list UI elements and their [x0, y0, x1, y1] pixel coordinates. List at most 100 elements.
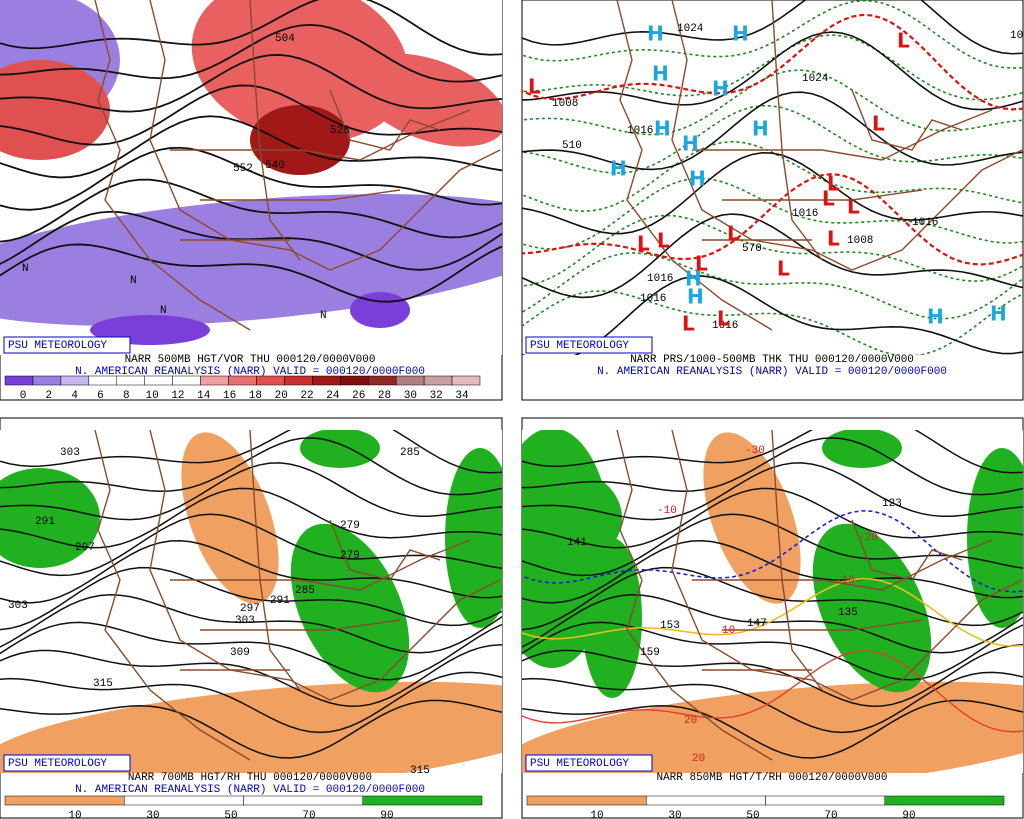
contour-line: [522, 152, 1023, 235]
boundary-line: [671, 0, 1023, 271]
colorbar-segment: [172, 375, 201, 386]
colorbar-segment: [340, 375, 369, 386]
contour-label: 291: [35, 516, 55, 528]
contour-label: 510: [562, 140, 582, 152]
contour-line: [0, 513, 502, 577]
credit-box: [3, 754, 131, 772]
contour-line: [522, 172, 1023, 266]
contour-line: [522, 252, 1023, 320]
contour-label: -10: [657, 505, 677, 517]
colorbar-segment: [4, 795, 125, 806]
low-marker: L: [717, 307, 730, 331]
contour-label: 1008: [552, 98, 578, 110]
contour-label: 159: [640, 647, 660, 659]
colorbar-segment: [4, 375, 34, 386]
colorbar-label: 20: [275, 390, 288, 402]
high-marker: H: [687, 285, 704, 309]
contour-label: 20: [692, 753, 705, 765]
contour-line: [0, 539, 502, 604]
boundary-line: [692, 109, 993, 161]
contour-label: 291: [270, 595, 290, 607]
low-marker: L: [822, 187, 835, 211]
contour-line: [0, 210, 502, 271]
contour-label: 147: [747, 618, 767, 630]
colorbar-label: 8: [123, 390, 130, 402]
caption: N. AMERICAN REANALYSIS (NARR) VALID = 00…: [75, 784, 425, 796]
colorbar-label: 10: [590, 810, 603, 819]
panel-text: 3032912973033033093152792792852912973152…: [3, 447, 483, 819]
boundary-line: [249, 430, 301, 691]
high-marker: H: [990, 302, 1007, 326]
low-marker: L: [827, 172, 840, 196]
pressure-field: [522, 0, 1023, 355]
colorbar-segment: [284, 375, 313, 386]
contour-label: N: [130, 275, 137, 287]
colorbar-label: 18: [249, 390, 262, 402]
boundary-line: [170, 539, 471, 591]
contour-line: [0, 178, 502, 243]
contour-line: [0, 644, 502, 708]
contour-label: 315: [410, 765, 430, 777]
contour-line: [522, 644, 1023, 708]
high-marker: H: [685, 267, 702, 291]
contour-label: 285: [400, 447, 420, 459]
credit: PSU METEOROLOGY: [8, 340, 107, 352]
contour-label: 285: [295, 585, 315, 597]
contour-line: [522, 699, 1023, 759]
colorbar-segment: [395, 375, 425, 386]
field-blob: [181, 432, 279, 604]
colorbar-label: 50: [746, 810, 759, 819]
field-blob: [300, 430, 380, 468]
contour-label: 1024: [802, 73, 829, 85]
contour-line: [522, 213, 1023, 299]
caption: N. AMERICAN REANALYSIS (NARR) VALID = 00…: [75, 366, 425, 378]
contour-line: [522, 0, 1023, 69]
colorbar-segment: [243, 795, 363, 806]
colorbar-segment: [256, 375, 285, 386]
colorbar-label: 30: [404, 390, 417, 402]
credit: PSU METEOROLOGY: [530, 340, 629, 352]
humidity-field: [0, 430, 502, 773]
colorbar-label: 14: [197, 390, 211, 402]
colorbar-segment: [124, 795, 244, 806]
caption: NARR PRS/1000-500MB THK THU 000120/0000V…: [630, 354, 914, 366]
contour-label: 297: [240, 603, 260, 615]
high-marker: H: [682, 132, 699, 156]
contour-label: 123: [882, 498, 902, 510]
field-blob: [0, 60, 110, 160]
contour-label: 1008: [1010, 30, 1024, 42]
caption: NARR 700MB HGT/RH THU 000120/0000V000: [128, 772, 372, 784]
colorbar-segment: [646, 795, 766, 806]
contour-line: [522, 650, 1023, 733]
boundary-line: [149, 430, 501, 701]
boundary-line: [616, 0, 773, 331]
colorbar-segment: [312, 375, 341, 386]
colorbar-segment: [228, 375, 257, 386]
boundary-line: [170, 109, 471, 161]
colorbar-label: 6: [97, 390, 104, 402]
contour-label: 279: [340, 520, 360, 532]
contour-label: N: [320, 310, 327, 322]
colorbar-label: 0: [20, 390, 27, 402]
contour-label: 303: [60, 447, 80, 459]
colorbar-label: 16: [223, 390, 236, 402]
field-blob: [812, 523, 932, 693]
contour-line: [522, 0, 1023, 55]
credit-box: [525, 336, 653, 354]
colorbar-segment: [144, 375, 173, 386]
contour-label: 552: [233, 163, 253, 175]
contour-label: 1016: [627, 125, 653, 137]
boundary-line: [851, 89, 963, 151]
high-marker: H: [689, 167, 706, 191]
contour-label: 303: [235, 615, 255, 627]
colorbar-label: 24: [326, 390, 340, 402]
contour-line: [0, 671, 502, 734]
field-blob: [0, 194, 502, 326]
colorbar-segment: [200, 375, 229, 386]
boundary-line: [329, 89, 441, 151]
high-marker: H: [652, 62, 669, 86]
colorbar-label: 22: [300, 390, 313, 402]
contour-line: [522, 462, 1023, 521]
colorbar-segment: [884, 795, 1005, 806]
contour-label: 1024: [677, 23, 704, 35]
